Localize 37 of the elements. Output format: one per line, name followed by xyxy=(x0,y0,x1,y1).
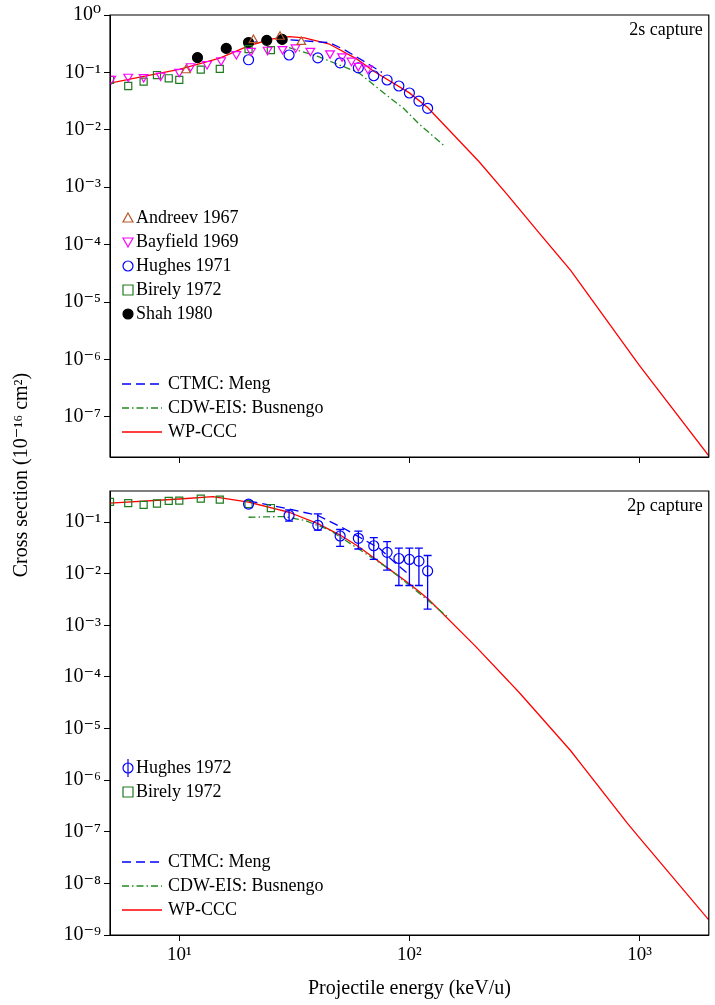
legend-label: Birely 1972 xyxy=(136,278,222,299)
x-tick-label: 10³ xyxy=(627,943,653,965)
legend-label: WP-CCC xyxy=(168,898,238,919)
x-tick-label: 10² xyxy=(397,943,423,965)
y-tick-label: 10⁻⁴ xyxy=(63,231,102,254)
y-tick-label: 10⁻¹ xyxy=(64,509,101,532)
legend-label: WP-CCC xyxy=(168,420,238,441)
y-tick-label: 10⁻⁵ xyxy=(63,715,101,738)
y-tick-label: 10⁻⁴ xyxy=(63,664,102,687)
y-tick-label: 10⁻⁶ xyxy=(63,767,102,790)
annotation: 2p capture xyxy=(627,494,703,515)
legend-label: CDW-EIS: Busnengo xyxy=(168,874,324,895)
legend-label: Hughes 1971 xyxy=(136,254,232,275)
y-tick-label: 10⁻⁵ xyxy=(63,289,101,312)
y-tick-label: 10⁻⁹ xyxy=(63,922,102,945)
legend-label: Bayfield 1969 xyxy=(136,230,239,251)
y-tick-label: 10⁰ xyxy=(72,2,101,25)
y-axis-title: Cross section (10⁻¹⁶ cm²) xyxy=(8,372,32,578)
legend-label: CDW-EIS: Busnengo xyxy=(168,396,324,417)
x-axis-title: Projectile energy (keV/u) xyxy=(307,976,511,1000)
annotation: 2s capture xyxy=(629,18,703,39)
legend-label: Birely 1972 xyxy=(136,780,222,801)
legend-label: CTMC: Meng xyxy=(168,850,271,871)
y-tick-label: 10⁻³ xyxy=(64,174,101,197)
x-tick-label: 10¹ xyxy=(166,943,192,965)
y-tick-label: 10⁻² xyxy=(64,560,101,583)
y-tick-label: 10⁻³ xyxy=(64,612,101,635)
legend-label: CTMC: Meng xyxy=(168,372,271,393)
legend-label: Hughes 1972 xyxy=(136,756,232,777)
legend-label: Andreev 1967 xyxy=(136,206,239,227)
legend-label: Shah 1980 xyxy=(136,302,213,323)
y-tick-label: 10⁻⁸ xyxy=(63,870,102,893)
y-tick-label: 10⁻⁶ xyxy=(63,346,102,369)
y-tick-label: 10⁻² xyxy=(64,117,101,140)
y-tick-label: 10⁻¹ xyxy=(64,59,101,82)
y-tick-label: 10⁻⁷ xyxy=(63,404,102,427)
y-tick-label: 10⁻⁷ xyxy=(63,819,102,842)
